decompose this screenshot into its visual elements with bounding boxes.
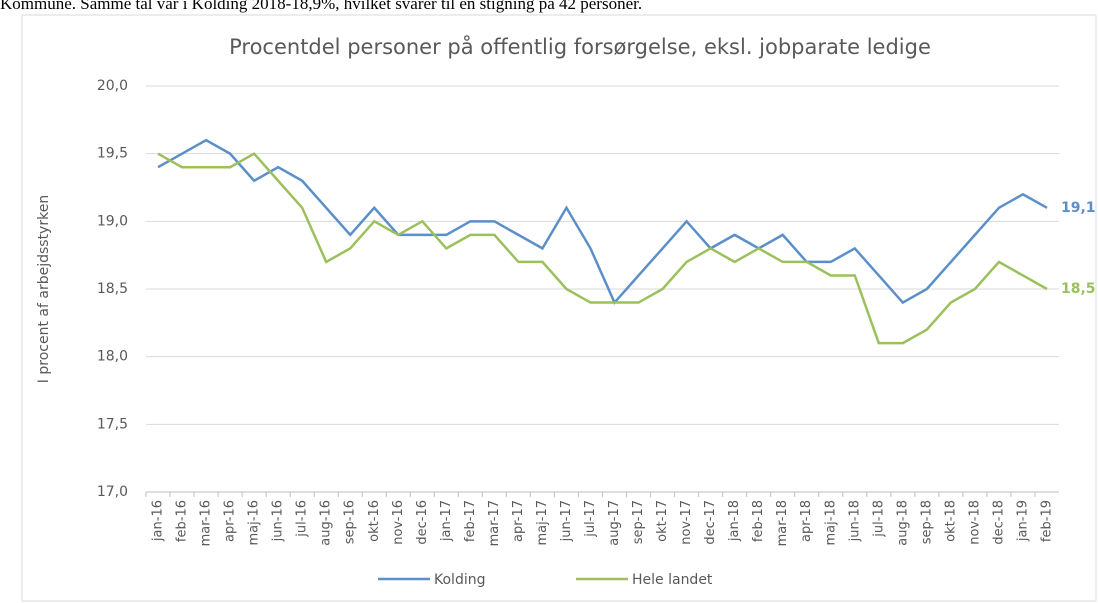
x-tick-label: okt-16 bbox=[367, 500, 382, 542]
x-tick-label: nov-18 bbox=[967, 500, 982, 545]
x-tick-label: aug-17 bbox=[607, 500, 622, 546]
x-tick-label: jul-17 bbox=[583, 500, 598, 538]
x-tick-label: feb-17 bbox=[463, 500, 478, 542]
x-tick-label: jun-17 bbox=[559, 500, 574, 542]
y-tick-label: 19,5 bbox=[97, 146, 128, 162]
x-tick-label: dec-16 bbox=[415, 500, 430, 545]
x-tick-label: apr-18 bbox=[799, 500, 814, 542]
x-tick-label: sep-18 bbox=[919, 500, 934, 544]
x-tick-label: jan-16 bbox=[151, 500, 166, 542]
x-tick-label: jan-19 bbox=[1015, 500, 1030, 542]
series-line bbox=[157, 138, 1048, 305]
x-tick-label: mar-16 bbox=[199, 500, 214, 546]
x-tick-label: jun-16 bbox=[271, 500, 286, 542]
x-tick-label: dec-18 bbox=[991, 500, 1006, 545]
x-tick-label: maj-17 bbox=[535, 500, 550, 545]
y-axis-title: I procent af arbejdsstyrken bbox=[36, 195, 52, 383]
x-tick-label: maj-18 bbox=[823, 500, 838, 545]
value-label: 19,1 bbox=[1061, 200, 1096, 216]
legend-label: Kolding bbox=[434, 572, 485, 588]
x-tick-label: nov-17 bbox=[679, 500, 694, 545]
x-tick-label: jun-18 bbox=[847, 500, 862, 542]
caption: Kommune. Samme tal var i Kolding 2018-18… bbox=[0, 0, 642, 13]
x-tick-label: aug-18 bbox=[895, 500, 910, 546]
y-tick-label: 18,0 bbox=[97, 349, 128, 365]
y-tick-label: 17,5 bbox=[97, 416, 128, 432]
x-tick-label: okt-18 bbox=[943, 500, 958, 542]
x-tick-label: jan-18 bbox=[727, 500, 742, 542]
x-tick-label: sep-17 bbox=[631, 500, 646, 544]
x-tick-label: jan-17 bbox=[439, 500, 454, 542]
x-tick-label: feb-19 bbox=[1039, 500, 1054, 542]
legend-label: Hele landet bbox=[632, 572, 713, 588]
chart-title: Procentdel personer på offentlig forsørg… bbox=[229, 34, 931, 59]
y-tick-label: 19,0 bbox=[97, 213, 128, 229]
x-tick-label: jul-18 bbox=[871, 500, 886, 538]
chart-frame bbox=[21, 14, 1097, 602]
x-tick-label: apr-17 bbox=[511, 500, 526, 542]
x-tick-label: apr-16 bbox=[223, 500, 238, 542]
x-tick-label: sep-16 bbox=[343, 500, 358, 544]
series-line bbox=[157, 152, 1048, 345]
x-tick-label: aug-16 bbox=[319, 500, 334, 546]
value-label: 18,5 bbox=[1061, 281, 1096, 297]
x-tick-label: feb-18 bbox=[751, 500, 766, 542]
x-tick-label: dec-17 bbox=[703, 500, 718, 545]
x-tick-label: mar-18 bbox=[775, 500, 790, 546]
x-tick-label: nov-16 bbox=[391, 500, 406, 545]
x-tick-label: okt-17 bbox=[655, 500, 670, 542]
x-tick-label: feb-16 bbox=[175, 500, 190, 542]
y-tick-label: 18,5 bbox=[97, 281, 128, 297]
y-tick-label: 17,0 bbox=[97, 484, 128, 500]
y-tick-label: 20,0 bbox=[97, 78, 128, 94]
x-tick-label: mar-17 bbox=[487, 500, 502, 546]
x-tick-label: jul-16 bbox=[295, 500, 310, 538]
x-tick-label: maj-16 bbox=[247, 500, 262, 545]
